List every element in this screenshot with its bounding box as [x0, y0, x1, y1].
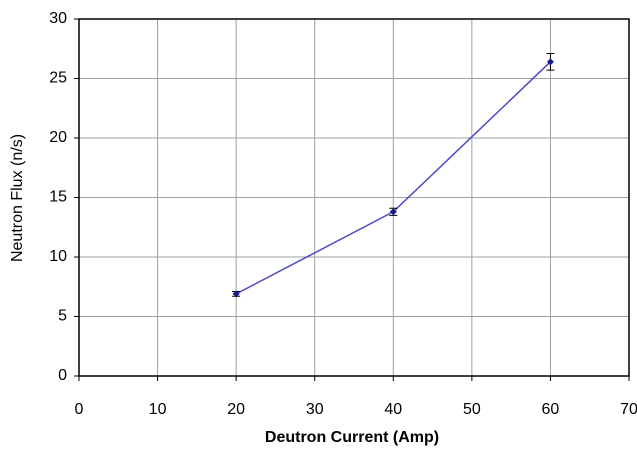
x-tick-label: 0	[75, 401, 84, 418]
x-tick-label: 30	[306, 401, 324, 418]
y-tick-label: 10	[49, 248, 67, 265]
y-tick-label: 5	[58, 308, 67, 325]
y-tick-label: 0	[58, 367, 67, 384]
y-tick-label: 30	[49, 10, 67, 27]
plot-border	[78, 18, 630, 377]
x-tick-label: 50	[463, 401, 481, 418]
y-tick-label: 15	[49, 189, 67, 206]
x-tick-label: 20	[227, 401, 245, 418]
x-tick-label: 40	[384, 401, 402, 418]
marker	[389, 208, 397, 216]
x-tick-label: 10	[149, 401, 167, 418]
x-tick-label: 60	[542, 401, 560, 418]
x-tick-label: 70	[620, 401, 637, 418]
marker	[546, 58, 554, 66]
marker	[232, 290, 240, 298]
y-tick-label: 20	[49, 129, 67, 146]
y-axis-title: Neutron Flux (n/s)	[9, 134, 26, 262]
x-axis-title: Deutron Current (Amp)	[265, 429, 439, 446]
y-tick-label: 25	[49, 70, 67, 87]
